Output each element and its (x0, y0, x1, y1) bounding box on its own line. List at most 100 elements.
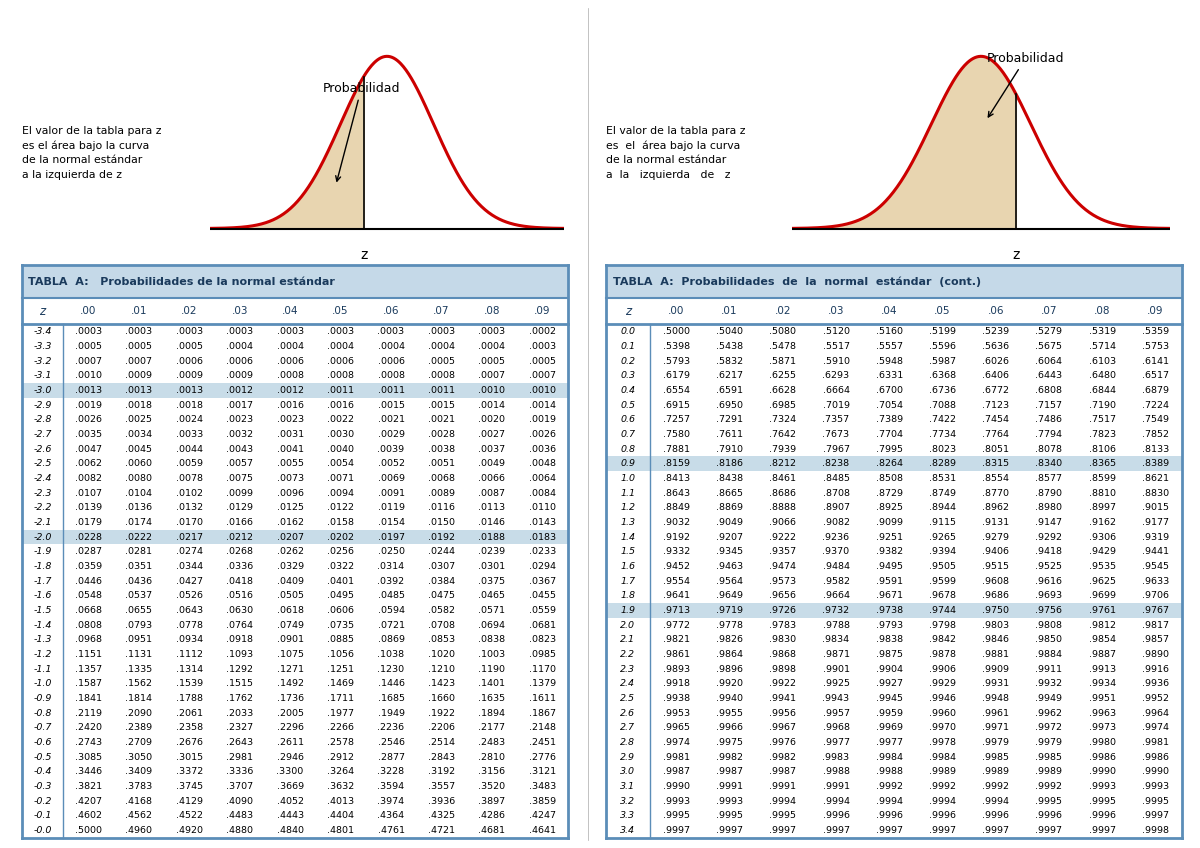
Text: .9952: .9952 (1142, 694, 1169, 703)
Text: .0026: .0026 (529, 430, 556, 439)
Text: .2676: .2676 (175, 738, 203, 747)
Text: .0122: .0122 (328, 503, 354, 512)
Text: .9987: .9987 (716, 767, 743, 776)
Text: .7794: .7794 (1036, 430, 1062, 439)
Text: .9997: .9997 (1142, 812, 1169, 820)
Text: .9979: .9979 (1036, 738, 1062, 747)
Text: .9998: .9998 (1142, 826, 1169, 835)
Text: .0104: .0104 (125, 488, 152, 498)
Text: .9929: .9929 (929, 679, 956, 689)
Text: .9991: .9991 (769, 782, 797, 791)
Text: .0003: .0003 (529, 342, 556, 351)
Text: .05: .05 (935, 306, 950, 316)
Text: .0089: .0089 (428, 488, 455, 498)
Text: 2.6: 2.6 (620, 709, 635, 717)
Text: .8078: .8078 (1036, 444, 1062, 454)
Text: .0003: .0003 (175, 327, 203, 336)
Text: .9099: .9099 (876, 518, 902, 527)
Text: .7967: .7967 (822, 444, 850, 454)
Text: .0087: .0087 (479, 488, 505, 498)
Text: .0015: .0015 (378, 400, 404, 410)
Text: 0.9: 0.9 (620, 460, 635, 468)
Text: .9147: .9147 (1036, 518, 1062, 527)
Text: .9875: .9875 (876, 650, 902, 659)
Text: .0021: .0021 (378, 416, 404, 424)
Text: .0029: .0029 (378, 430, 404, 439)
Text: .9693: .9693 (1036, 591, 1062, 600)
Text: El valor de la tabla para z
es  el  área bajo la curva
de la normal estándar
a  : El valor de la tabla para z es el área b… (606, 126, 745, 180)
Text: .0028: .0028 (428, 430, 455, 439)
Text: .5000: .5000 (662, 327, 690, 336)
Text: .0401: .0401 (328, 577, 354, 586)
Text: .8106: .8106 (1088, 444, 1116, 454)
Text: 1.8: 1.8 (620, 591, 635, 600)
Text: 1.5: 1.5 (620, 547, 635, 556)
Text: .3446: .3446 (74, 767, 102, 776)
Text: .5596: .5596 (929, 342, 956, 351)
Text: .0007: .0007 (479, 371, 505, 380)
Text: -0.4: -0.4 (34, 767, 52, 776)
Text: .9991: .9991 (822, 782, 850, 791)
Text: TABLA  A:  Probabilidades  de  la  normal  estándar  (cont.): TABLA A: Probabilidades de la normal est… (613, 276, 982, 287)
Text: .5120: .5120 (822, 327, 850, 336)
Text: .0606: .0606 (328, 606, 354, 615)
Text: .9406: .9406 (983, 547, 1009, 556)
Text: .0037: .0037 (479, 444, 505, 454)
Text: .9554: .9554 (662, 577, 690, 586)
Text: .0314: .0314 (378, 562, 404, 571)
Text: .0475: .0475 (428, 591, 455, 600)
Text: .9997: .9997 (1088, 826, 1116, 835)
Text: .9864: .9864 (716, 650, 743, 659)
Text: .1977: .1977 (328, 709, 354, 717)
Text: .3557: .3557 (428, 782, 455, 791)
Text: .1539: .1539 (175, 679, 203, 689)
Text: .8508: .8508 (876, 474, 902, 483)
Text: .9974: .9974 (662, 738, 690, 747)
Text: .2358: .2358 (175, 723, 203, 733)
Text: .9370: .9370 (822, 547, 850, 556)
Text: .2389: .2389 (125, 723, 152, 733)
Text: .9066: .9066 (769, 518, 797, 527)
Text: .0052: .0052 (378, 460, 404, 468)
Text: 2.3: 2.3 (620, 665, 635, 673)
Text: .1112: .1112 (175, 650, 203, 659)
Text: .9994: .9994 (876, 796, 902, 806)
Text: .9984: .9984 (876, 753, 902, 762)
Text: .3936: .3936 (428, 796, 455, 806)
Text: .9936: .9936 (1142, 679, 1169, 689)
Text: .2546: .2546 (378, 738, 404, 747)
Text: .0008: .0008 (328, 371, 354, 380)
Text: .9881: .9881 (983, 650, 1009, 659)
Text: .9591: .9591 (876, 577, 902, 586)
Text: .1867: .1867 (529, 709, 556, 717)
Text: .9988: .9988 (822, 767, 850, 776)
Text: .7054: .7054 (876, 400, 902, 410)
Text: .6293: .6293 (822, 371, 850, 380)
Text: -0.1: -0.1 (34, 812, 52, 820)
Text: -0.7: -0.7 (34, 723, 52, 733)
Text: .9484: .9484 (822, 562, 850, 571)
Text: .9931: .9931 (982, 679, 1009, 689)
Text: .0035: .0035 (74, 430, 102, 439)
Text: .9767: .9767 (1142, 606, 1169, 615)
Text: .9994: .9994 (929, 796, 956, 806)
Text: .0048: .0048 (529, 460, 556, 468)
Text: .9761: .9761 (1088, 606, 1116, 615)
Text: .0985: .0985 (529, 650, 556, 659)
Text: .5279: .5279 (1036, 327, 1062, 336)
Text: .9975: .9975 (716, 738, 743, 747)
Text: .9713: .9713 (662, 606, 690, 615)
Text: .7257: .7257 (662, 416, 690, 424)
Text: .9983: .9983 (822, 753, 850, 762)
Text: .0013: .0013 (175, 386, 203, 395)
Text: .0110: .0110 (529, 503, 556, 512)
Text: -1.2: -1.2 (34, 650, 52, 659)
Text: .9868: .9868 (769, 650, 797, 659)
Text: .7454: .7454 (983, 416, 1009, 424)
Text: .09: .09 (534, 306, 551, 316)
Text: .9997: .9997 (716, 826, 743, 835)
Text: 2.4: 2.4 (620, 679, 635, 689)
Text: .0548: .0548 (74, 591, 102, 600)
Text: .0427: .0427 (175, 577, 203, 586)
Text: 2.5: 2.5 (620, 694, 635, 703)
